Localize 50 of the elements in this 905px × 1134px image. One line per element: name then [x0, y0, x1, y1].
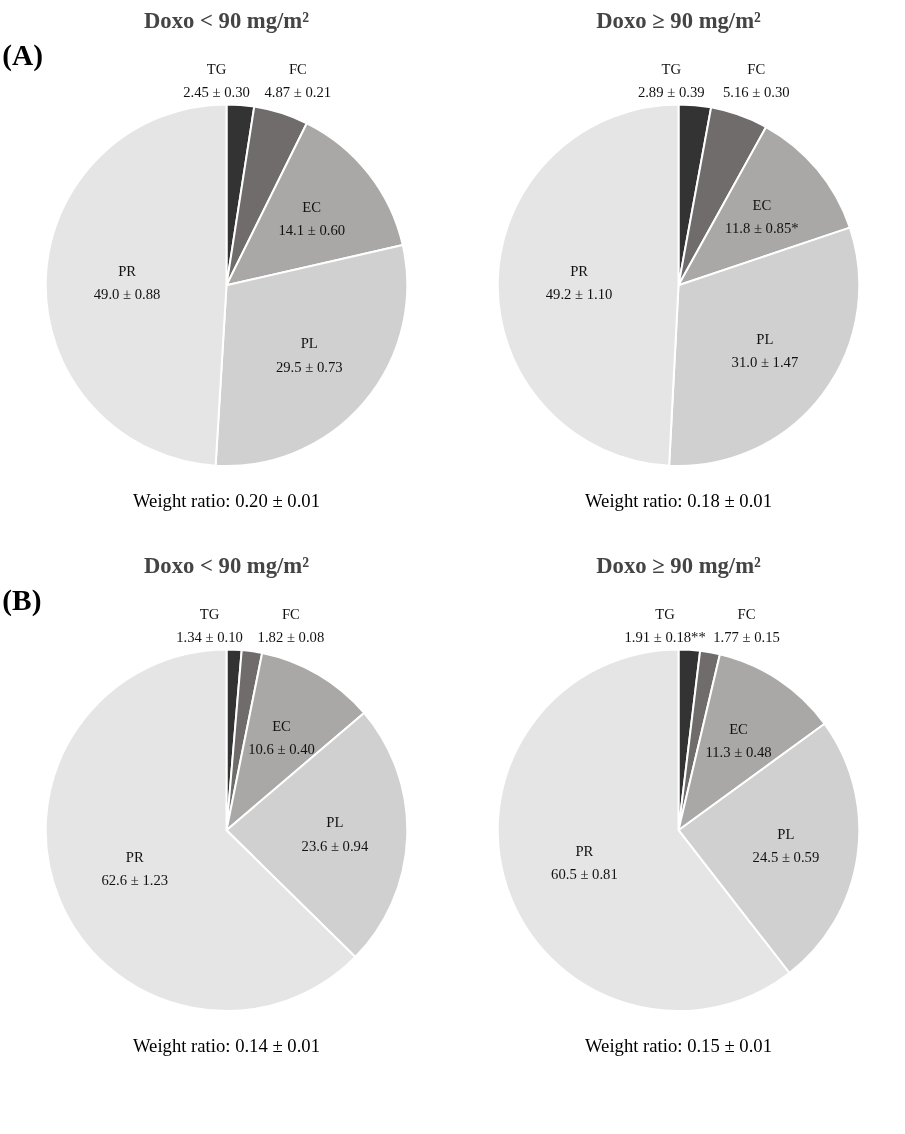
slice-label: FC	[281, 605, 300, 622]
slice-label: EC	[272, 717, 291, 734]
data-label: 14.1 ± 0.60	[278, 222, 346, 239]
data-label: 1.77 ± 0.15	[713, 629, 780, 646]
text: Weight ratio: 0.15 ± 0.01	[585, 1035, 772, 1057]
text: Weight ratio: 0.14 ± 0.01	[133, 1035, 320, 1057]
slice-label: FC	[737, 605, 756, 622]
data-label: 1.82 ± 0.08	[257, 629, 325, 646]
chart-title: Doxo ≥ 90 mg/m²	[596, 7, 761, 33]
data-label: 1.91 ± 0.18**	[624, 629, 706, 646]
slice-label: PR	[570, 262, 589, 279]
data-label: 10.6 ± 0.40	[248, 741, 315, 758]
data-label: 5.16 ± 0.30	[723, 84, 790, 101]
data-label: 49.2 ± 1.10	[545, 286, 613, 303]
text: (B)	[2, 584, 42, 618]
slice-label: PL	[300, 335, 318, 352]
data-label: 24.5 ± 0.59	[752, 848, 820, 865]
data-label: 2.45 ± 0.30	[183, 84, 250, 101]
text: Weight ratio: 0.18 ± 0.01	[585, 490, 772, 512]
slice-label: PL	[326, 814, 344, 831]
slice-label: PR	[118, 262, 137, 279]
slice-label: FC	[747, 60, 766, 77]
data-label: 29.5 ± 0.73	[275, 358, 343, 375]
chart-title: Doxo < 90 mg/m²	[143, 552, 310, 578]
slice-label: TG	[655, 605, 676, 622]
slice-label: PL	[777, 825, 795, 842]
data-label: 49.0 ± 0.88	[93, 285, 161, 302]
slice-label: EC	[752, 196, 772, 213]
slice-label: PR	[575, 842, 594, 859]
data-label: 62.6 ± 1.23	[101, 872, 169, 889]
data-label: 60.5 ± 0.81	[551, 865, 618, 882]
data-label: 11.8 ± 0.85*	[725, 219, 799, 236]
text: Weight ratio: 0.20 ± 0.01	[133, 490, 320, 512]
text: (A)	[2, 39, 44, 73]
slice-label: EC	[729, 720, 748, 737]
chart-title: Doxo ≥ 90 mg/m²	[596, 552, 761, 578]
slice-label: PR	[125, 848, 144, 865]
data-label: 1.34 ± 0.10	[176, 629, 243, 646]
slice-label: TG	[661, 60, 682, 77]
data-label: 2.89 ± 0.39	[637, 84, 705, 101]
slice-label: EC	[302, 198, 322, 215]
slice-label: TG	[199, 605, 220, 622]
slice-label: FC	[288, 60, 307, 77]
slice-label: TG	[206, 60, 227, 77]
data-label: 31.0 ± 1.47	[731, 354, 799, 370]
data-label: 4.87 ± 0.21	[264, 84, 332, 101]
chart-title: Doxo < 90 mg/m²	[143, 7, 310, 33]
data-label: 11.3 ± 0.48	[705, 744, 772, 761]
data-label: 23.6 ± 0.94	[301, 837, 369, 854]
slice-label: PL	[756, 330, 774, 347]
